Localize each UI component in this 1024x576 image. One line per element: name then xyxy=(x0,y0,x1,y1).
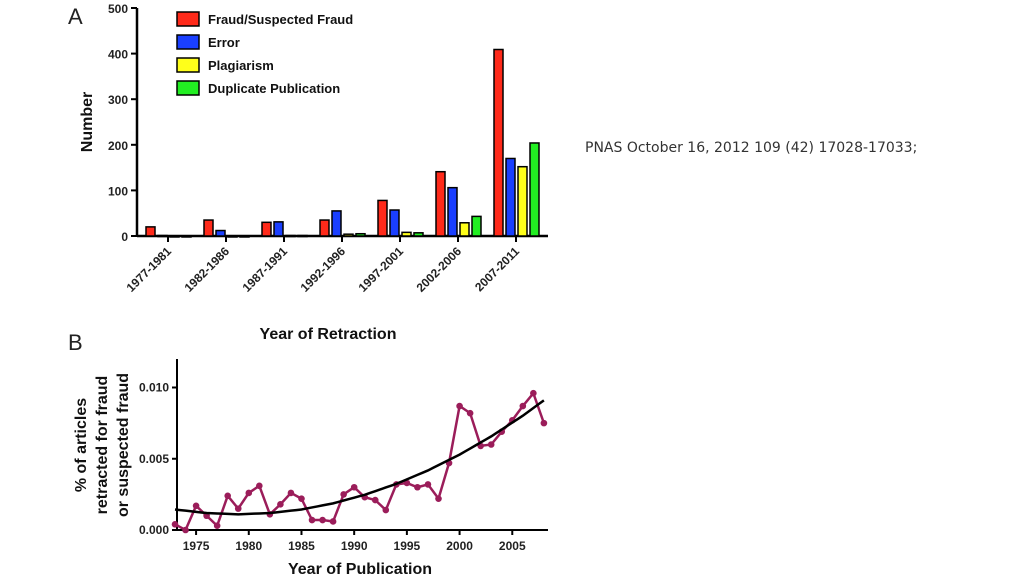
x-tick-label-a: 2002-2006 xyxy=(414,244,465,295)
bar-duplicate-publication xyxy=(529,142,540,237)
data-point xyxy=(182,526,189,534)
bar-plagiarism xyxy=(285,234,296,238)
data-point xyxy=(245,489,253,497)
x-tick-label-a: 1977-1981 xyxy=(124,244,175,295)
data-line xyxy=(174,390,546,532)
citation-text: PNAS October 16, 2012 109 (42) 17028-170… xyxy=(585,140,918,156)
data-point xyxy=(519,402,527,410)
bar-error xyxy=(389,209,400,237)
bar-plagiarism xyxy=(517,165,528,237)
data-point xyxy=(277,501,284,508)
bar-duplicate-publication xyxy=(239,235,250,238)
bar-error xyxy=(505,157,516,237)
data-point xyxy=(466,409,474,417)
legend-swatch xyxy=(176,57,200,73)
data-point xyxy=(256,482,263,490)
x-tick-label-a: 1987-1991 xyxy=(240,244,291,295)
y-tick-label-a: 100 xyxy=(108,184,128,198)
panel-label-a: A xyxy=(68,4,83,29)
y-tick-label-b: 0.000 xyxy=(139,523,169,537)
data-point xyxy=(435,495,442,502)
x-tick-label-b: 1980 xyxy=(235,539,262,553)
legend-label: Duplicate Publication xyxy=(208,81,340,96)
data-point xyxy=(371,496,379,504)
legend-label: Plagiarism xyxy=(208,58,274,73)
bar-fraud-suspected-fraud xyxy=(203,219,214,237)
data-point xyxy=(213,522,221,530)
x-tick-label-b: 1995 xyxy=(394,539,421,553)
bar-fraud-suspected-fraud xyxy=(435,170,446,237)
x-tick-label-b: 1975 xyxy=(183,539,210,553)
y-tick-label-a: 400 xyxy=(108,48,128,62)
bar-fraud-suspected-fraud xyxy=(319,219,330,237)
legend-swatch xyxy=(176,80,200,96)
bar-duplicate-publication xyxy=(471,215,482,237)
data-point xyxy=(319,516,326,524)
legend-swatch xyxy=(176,34,200,50)
x-axis-title-b: Year of Publication xyxy=(288,561,432,576)
bar-duplicate-publication xyxy=(297,234,308,238)
bar-error xyxy=(331,210,342,237)
bar-error xyxy=(157,234,168,238)
bar-fraud-suspected-fraud xyxy=(261,221,272,237)
y-tick-label-a: 200 xyxy=(108,139,128,153)
data-point xyxy=(382,506,390,514)
data-point xyxy=(424,481,432,488)
data-point xyxy=(456,402,463,410)
y-axis-title-a: Number xyxy=(79,92,96,152)
y-tick-label-a: 500 xyxy=(108,2,128,16)
x-tick-label-a: 1992-1996 xyxy=(298,244,349,295)
data-point xyxy=(414,483,421,491)
data-point xyxy=(298,495,305,502)
data-point xyxy=(192,502,200,510)
x-axis-title-a: Year of Retraction xyxy=(260,326,397,343)
bar-error xyxy=(273,221,284,237)
y-axis-title-b-line: or suspected fraud xyxy=(115,373,132,517)
data-point xyxy=(329,518,337,525)
data-point xyxy=(224,492,231,500)
trend-line xyxy=(174,399,545,516)
x-tick-label-a: 1997-2001 xyxy=(356,244,407,295)
legend-label: Error xyxy=(208,35,240,50)
data-point xyxy=(234,505,242,512)
bar-error xyxy=(215,229,226,237)
x-tick-label-b: 1985 xyxy=(288,539,315,553)
y-axis-title-b-line: retracted for fraud xyxy=(94,376,111,515)
panel-label-b: B xyxy=(68,330,83,355)
x-tick-label-b: 1990 xyxy=(341,539,368,553)
legend-label: Fraud/Suspected Fraud xyxy=(208,12,353,27)
bar-duplicate-publication xyxy=(355,232,366,237)
x-tick-label-b: 2005 xyxy=(499,539,526,553)
y-tick-label-b: 0.010 xyxy=(139,381,169,395)
y-axis-title-b-line: % of articles xyxy=(73,398,90,492)
bar-plagiarism xyxy=(343,233,354,237)
x-tick-label-b: 2000 xyxy=(446,539,473,553)
bar-duplicate-publication xyxy=(181,235,192,238)
data-point xyxy=(308,516,316,524)
y-tick-label-a: 0 xyxy=(121,230,128,244)
bar-plagiarism xyxy=(401,231,412,237)
y-tick-label-b: 0.005 xyxy=(139,452,169,466)
bar-fraud-suspected-fraud xyxy=(493,48,504,237)
bar-error xyxy=(447,186,458,237)
legend-swatch xyxy=(176,11,200,27)
y-tick-label-a: 300 xyxy=(108,93,128,107)
data-point xyxy=(540,419,548,427)
data-point xyxy=(350,483,358,491)
data-point xyxy=(530,389,537,397)
x-tick-label-a: 2007-2011 xyxy=(472,244,522,294)
bar-plagiarism xyxy=(227,235,238,238)
data-point xyxy=(487,441,495,448)
bar-duplicate-publication xyxy=(413,232,424,237)
bar-fraud-suspected-fraud xyxy=(377,199,388,237)
x-tick-label-a: 1982-1986 xyxy=(182,244,233,295)
bar-plagiarism xyxy=(459,222,470,237)
data-point xyxy=(287,489,295,497)
bar-fraud-suspected-fraud xyxy=(145,226,156,237)
bar-plagiarism xyxy=(169,235,180,238)
data-point xyxy=(340,491,347,498)
data-point xyxy=(171,521,179,528)
